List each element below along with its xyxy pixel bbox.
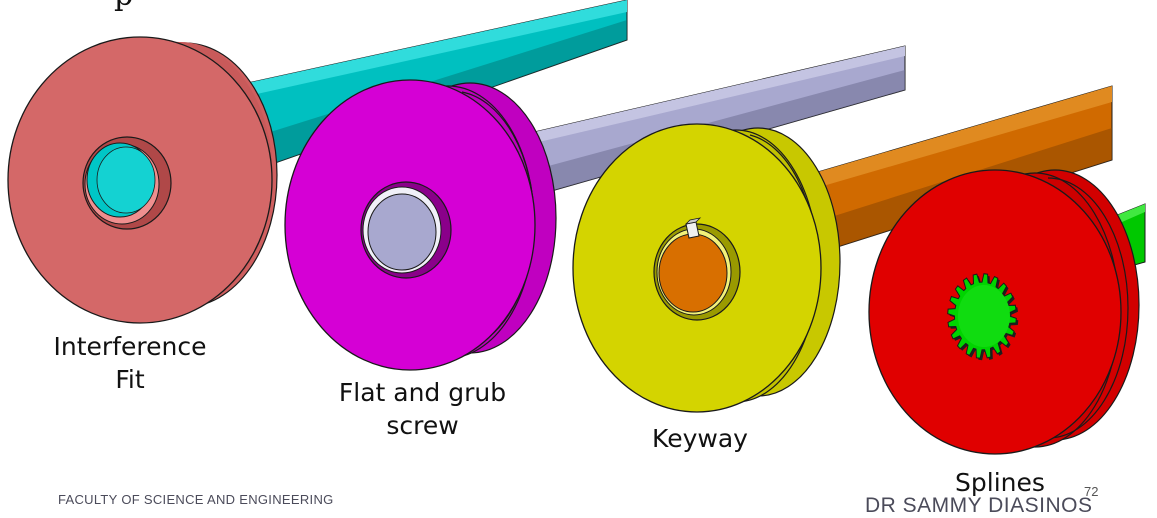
- footer-author: DR SAMMY DIASINOS: [865, 494, 1093, 517]
- interference-fit-hub: [7, 36, 278, 324]
- label-flat-line1: Flat and grub: [338, 378, 507, 407]
- label-interference-line2: Fit: [115, 365, 145, 394]
- shaft-hub-connection-diagram: [7, 0, 1146, 455]
- label-splines: Splines: [930, 466, 1070, 499]
- keyway-hub: [572, 123, 841, 413]
- spline-teeth: [947, 273, 1019, 361]
- grub-screw-hub: [284, 79, 557, 371]
- footer-faculty: FACULTY OF SCIENCE AND ENGINEERING: [58, 492, 334, 507]
- page-number: 72: [1084, 484, 1099, 499]
- label-flat-and-grub-screw: Flat and grub screw: [320, 376, 525, 442]
- label-splines-text: Splines: [955, 468, 1045, 497]
- label-interference-line1: Interference: [53, 332, 207, 361]
- label-keyway-text: Keyway: [652, 424, 748, 453]
- label-keyway: Keyway: [630, 422, 770, 455]
- label-flat-line2: screw: [386, 411, 459, 440]
- label-interference-fit: Interference Fit: [40, 330, 220, 396]
- splines-hub: [868, 169, 1140, 455]
- stray-glyph: p: [114, 0, 133, 13]
